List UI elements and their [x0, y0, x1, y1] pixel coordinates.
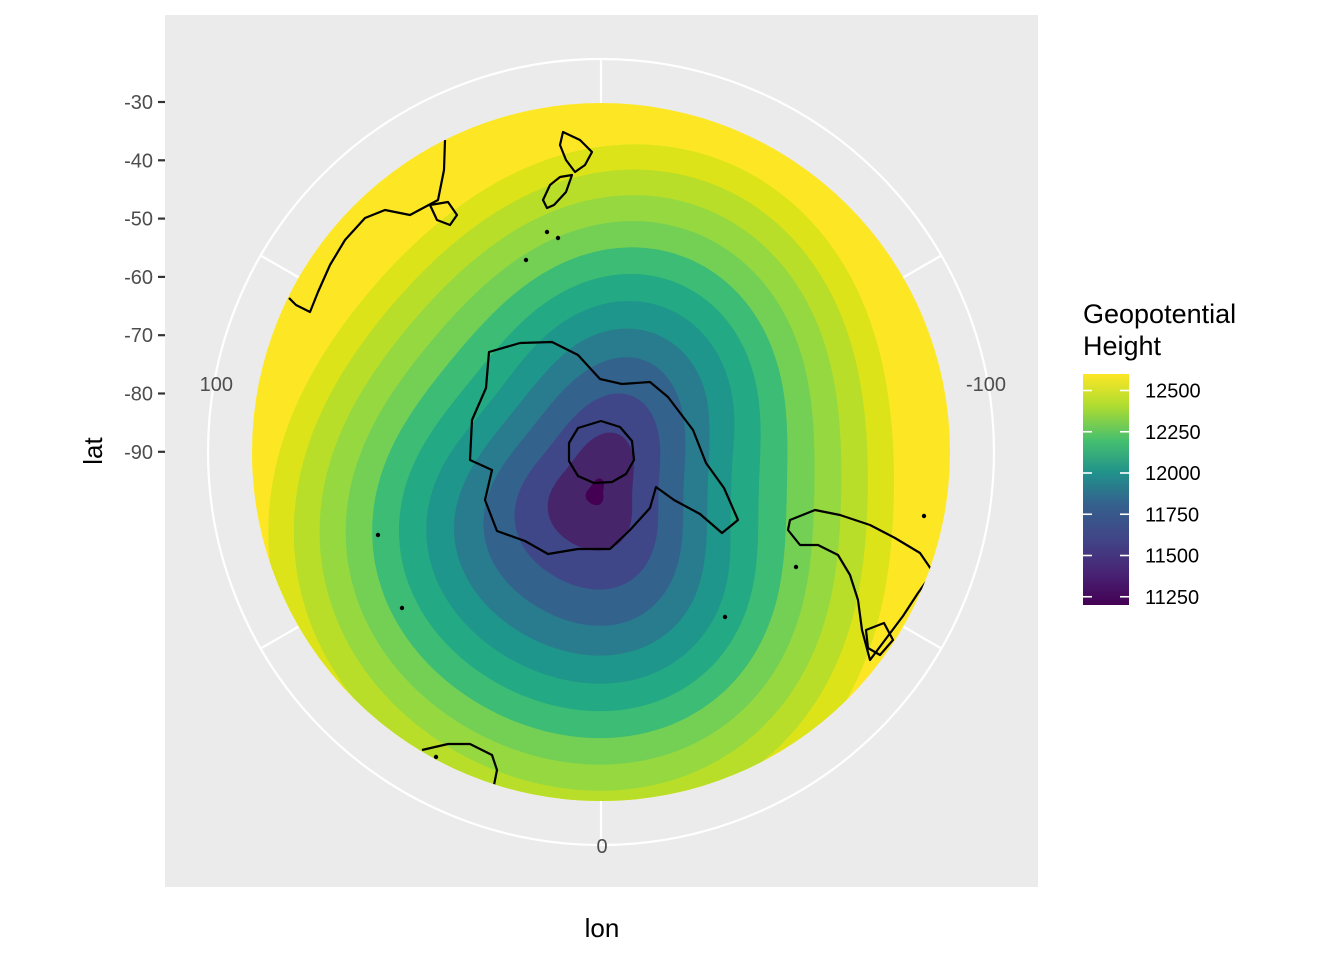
- geopotential-field: [252, 103, 950, 801]
- lon-grid-line: [260, 254, 304, 281]
- tierra-del-fuego: [864, 621, 895, 657]
- tasmania-coast: [428, 200, 459, 227]
- legend: Geopotential Height 12500 12250 12000 11750…: [1083, 299, 1236, 609]
- island: [433, 754, 439, 760]
- new-zealand-north: [558, 130, 594, 174]
- lat-tick-label: -70: [124, 325, 153, 347]
- legend-break-label: 11250: [1145, 587, 1199, 609]
- lon-grid-line: [260, 623, 304, 650]
- island: [544, 229, 550, 235]
- lon-tick-label: -100: [966, 374, 1006, 396]
- island: [375, 532, 381, 538]
- legend-colorbar: [1083, 374, 1129, 605]
- new-zealand-south: [541, 173, 574, 210]
- island: [523, 257, 529, 263]
- australia-coast: [288, 139, 447, 314]
- africa-coast: [421, 742, 499, 786]
- legend-break-label: 12500: [1145, 381, 1201, 403]
- island: [722, 614, 728, 620]
- lat-tick-label: -60: [124, 267, 153, 289]
- lon-grid-line: [898, 254, 942, 281]
- lon-tick-label: 100: [200, 374, 233, 396]
- coastlines: [288, 130, 935, 786]
- island: [921, 513, 927, 519]
- lat-tick-label: -80: [124, 384, 153, 406]
- x-axis-title: lon: [585, 913, 620, 943]
- legend-break-label: 12250: [1145, 422, 1201, 444]
- grid-lines: [206, 57, 996, 847]
- island: [399, 605, 405, 611]
- lat-tick-label: -90: [124, 442, 153, 464]
- legend-break-label: 11500: [1145, 546, 1199, 568]
- legend-title-line-2: Height: [1083, 331, 1162, 361]
- lat-tick-label: -40: [124, 150, 153, 172]
- lon-tick-label: 0: [596, 836, 607, 858]
- island: [793, 564, 799, 570]
- axes: -30 -40 -50 -60 -70 -80 -90 100 -100 0: [124, 92, 1006, 858]
- lat-tick-label: -50: [124, 209, 153, 231]
- legend-title-line-1: Geopotential: [1083, 299, 1236, 329]
- island: [555, 235, 561, 241]
- south-america-coast: [786, 508, 935, 662]
- legend-break-label: 12000: [1145, 463, 1201, 485]
- lon-grid-line: [898, 623, 942, 650]
- y-axis-title: lat: [78, 436, 108, 464]
- field-band: [585, 478, 604, 506]
- lat-tick-label: -30: [124, 92, 153, 114]
- legend-break-label: 11750: [1145, 504, 1199, 526]
- south-pole-ring: [567, 419, 636, 485]
- antarctica-coast: [468, 340, 740, 556]
